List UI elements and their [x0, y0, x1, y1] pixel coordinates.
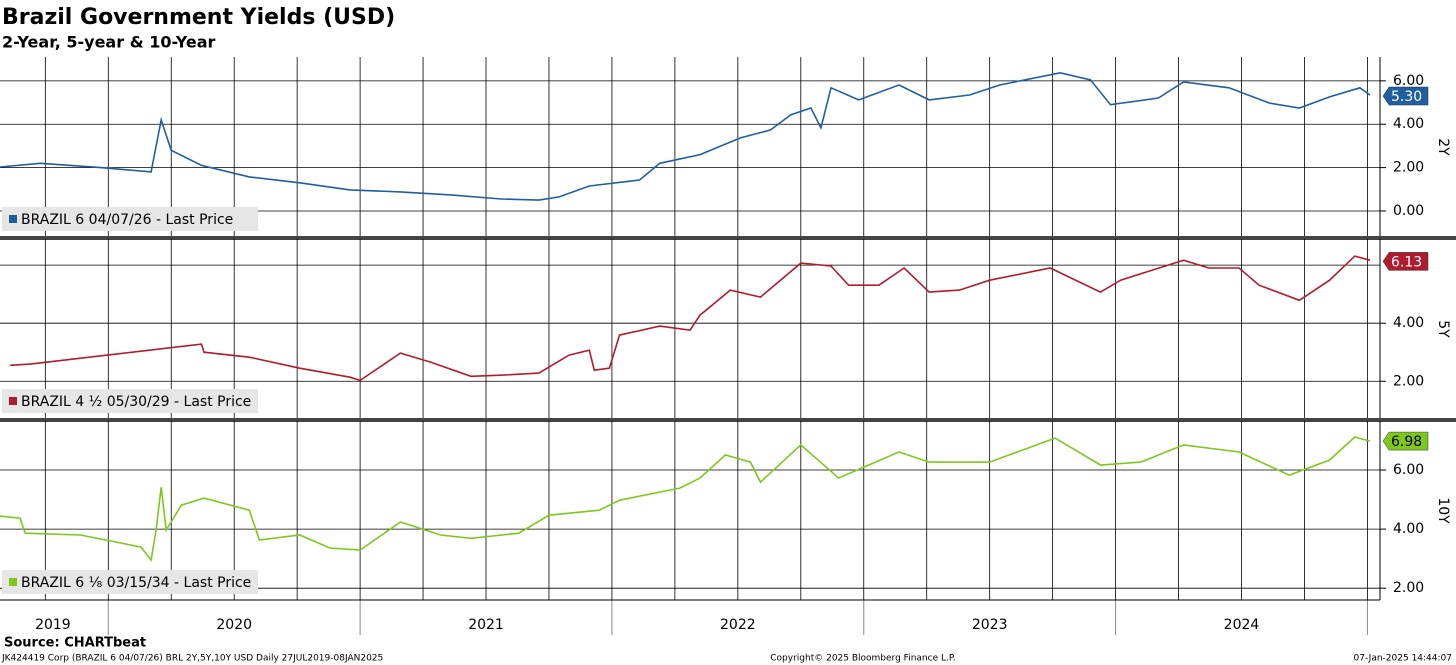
- last-price-label: 6.98: [1391, 434, 1422, 450]
- x-tick-label: 2020: [216, 617, 252, 633]
- y-tick-label: 4.00: [1393, 315, 1424, 331]
- y-tick-label: 2.00: [1393, 580, 1424, 596]
- y-tick-label: 2.00: [1393, 373, 1424, 389]
- y-axis-label: 5Y: [1435, 320, 1451, 338]
- y-tick-label: 4.00: [1393, 116, 1424, 132]
- legend-label: BRAZIL 4 ½ 05/30/29 - Last Price: [21, 394, 251, 410]
- legend-box: [2, 207, 258, 231]
- y-tick-label: 6.00: [1393, 462, 1424, 478]
- footer-center: Copyright© 2025 Bloomberg Finance L.P.: [770, 654, 955, 664]
- x-tick-label: 2022: [720, 617, 756, 633]
- series-line: [10, 255, 1371, 382]
- y-tick-label: 0.00: [1393, 203, 1424, 219]
- x-tick-label: 2024: [1224, 617, 1260, 633]
- legend-swatch: [9, 215, 17, 223]
- chart-title: Brazil Government Yields (USD): [2, 5, 395, 30]
- last-price-tag: [1382, 431, 1429, 451]
- legend-label: BRAZIL 6 04/07/26 - Last Price: [21, 212, 233, 228]
- legend-swatch: [9, 397, 17, 405]
- y-axis-label: 2Y: [1435, 138, 1451, 156]
- x-tick-label: 2023: [972, 617, 1008, 633]
- legend-label: BRAZIL 6 ⅛ 03/15/34 - Last Price: [21, 575, 251, 591]
- last-price-tag: [1382, 86, 1429, 106]
- legend-swatch: [9, 578, 17, 586]
- last-price-label: 5.30: [1391, 89, 1422, 105]
- y-tick-label: 4.00: [1393, 521, 1424, 537]
- y-axis-label: 10Y: [1435, 497, 1451, 524]
- footer-right: 07-Jan-2025 14:44:07: [1353, 654, 1452, 664]
- legend-box: [2, 570, 258, 594]
- series-line: [0, 71, 1371, 201]
- legend-box: [2, 389, 258, 413]
- source: Source: CHARTbeat: [4, 636, 146, 651]
- x-tick-label: 2021: [468, 617, 504, 633]
- series-line: [0, 436, 1371, 563]
- last-price-label: 6.13: [1391, 254, 1422, 270]
- last-price-tag: [1382, 252, 1429, 271]
- footer-left: JK424419 Corp (BRAZIL 6 04/07/26) BRL 2Y…: [1, 654, 383, 664]
- y-tick-label: 6.00: [1393, 73, 1424, 89]
- chart-subtitle: 2-Year, 5-year & 10-Year: [2, 33, 216, 52]
- x-tick-label: 2019: [35, 617, 71, 633]
- y-tick-label: 2.00: [1393, 160, 1424, 176]
